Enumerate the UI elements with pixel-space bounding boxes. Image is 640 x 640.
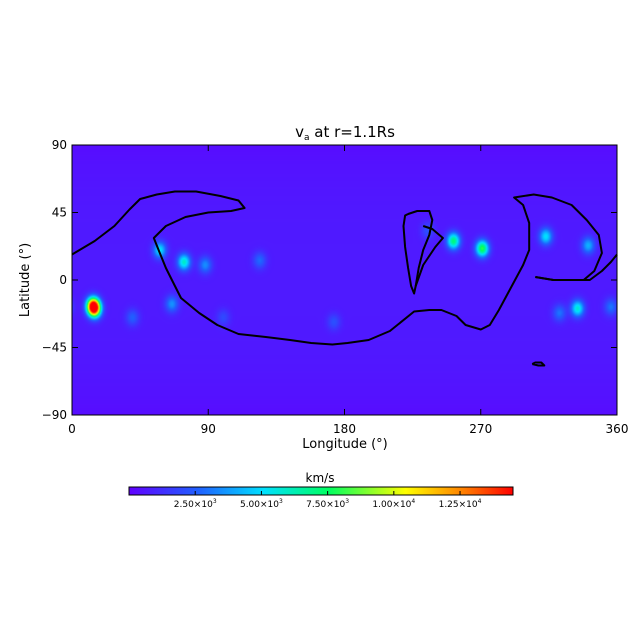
y-tick-label: −90 (42, 408, 67, 422)
x-tick-label: 90 (201, 422, 216, 436)
neutral-line-3 (414, 225, 444, 287)
neutral-line-0 (71, 190, 603, 346)
colorbar-label: km/s (306, 471, 335, 485)
colorbar-tick-label: 7.50×103 (306, 498, 349, 510)
title-rest: at r=1.1Rs (309, 123, 395, 141)
colorbar-tick-label: 2.50×103 (174, 498, 217, 510)
neutral-lines (71, 190, 618, 367)
neutral-line-1 (535, 253, 618, 281)
x-tick-label: 0 (68, 422, 76, 436)
y-axis: −90 −45 0 45 90 (42, 138, 617, 422)
heatmap-container (72, 145, 617, 415)
title-subscript: a (304, 133, 310, 143)
colorbar-ticks: 2.50×103 5.00×103 7.50×103 1.00×104 1.25×104 (174, 491, 482, 510)
colorbar-tick-label: 1.25×104 (439, 498, 482, 510)
colorbar (128, 486, 514, 496)
chart-title: va at r=1.1Rs (295, 123, 395, 143)
neutral-line-4 (531, 361, 546, 367)
colorbar-tick-label: 5.00×103 (240, 498, 283, 510)
x-axis: 0 90 180 270 360 (68, 145, 628, 436)
x-axis-label: Longitude (°) (302, 437, 387, 452)
y-tick-label: −45 (42, 341, 67, 355)
velocity-heatmap (72, 145, 617, 415)
y-axis-label: Latitude (°) (18, 243, 33, 317)
y-tick-label: 0 (59, 273, 67, 287)
x-tick-label: 180 (333, 422, 356, 436)
title-variable: v (295, 123, 304, 141)
x-tick-label: 360 (606, 422, 629, 436)
colorbar-tick-label: 1.00×104 (372, 498, 415, 510)
y-tick-label: 90 (52, 138, 67, 152)
x-tick-label: 270 (469, 422, 492, 436)
y-tick-label: 45 (52, 206, 67, 220)
